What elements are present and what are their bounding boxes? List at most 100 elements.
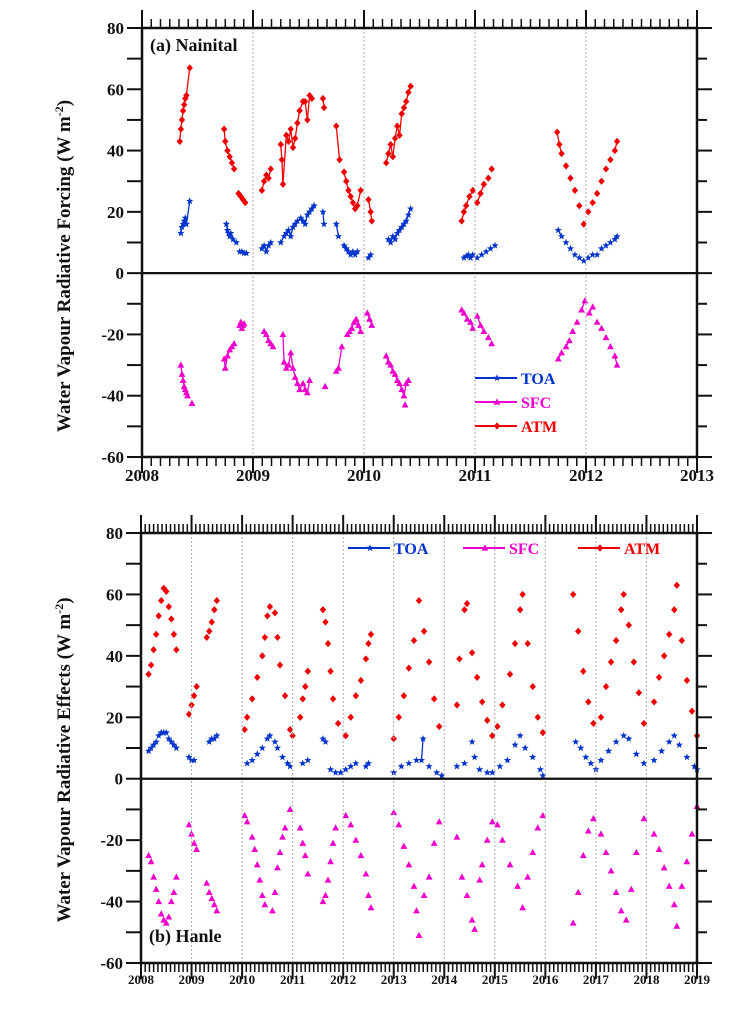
data-point-toa xyxy=(226,232,234,240)
data-point-atm xyxy=(322,618,329,626)
data-point-sfc xyxy=(617,907,625,914)
data-point-atm xyxy=(580,667,587,675)
legend-label: TOA xyxy=(394,541,429,558)
data-point-toa xyxy=(181,214,189,222)
data-point-sfc xyxy=(167,897,175,905)
data-point-atm xyxy=(327,667,334,675)
data-point-toa xyxy=(264,241,273,249)
data-point-toa xyxy=(344,247,353,255)
data-point-sfc xyxy=(579,851,587,859)
data-point-sfc xyxy=(584,827,592,834)
data-point-atm xyxy=(177,125,185,133)
x-tick-label: 2018 xyxy=(633,972,660,987)
data-point-toa xyxy=(488,768,496,776)
data-point-sfc xyxy=(170,888,178,895)
data-point-atm xyxy=(461,606,468,614)
data-point-atm xyxy=(425,658,433,666)
data-point-toa xyxy=(612,738,620,745)
legend-item-atm: ATM xyxy=(475,419,557,436)
data-point-toa xyxy=(575,254,583,261)
x-tick-label: 2010 xyxy=(347,466,381,485)
data-point-toa xyxy=(320,220,328,228)
data-point-toa xyxy=(387,238,395,246)
data-point-atm xyxy=(258,186,266,195)
data-point-atm xyxy=(345,186,352,195)
data-connector xyxy=(337,346,343,369)
data-point-atm xyxy=(402,97,410,106)
data-point-toa xyxy=(227,229,235,237)
data-point-sfc xyxy=(480,327,488,334)
data-point-atm xyxy=(299,695,306,703)
data-point-sfc xyxy=(405,376,412,383)
data-point-sfc xyxy=(565,336,573,344)
data-point-atm xyxy=(488,165,495,173)
data-point-atm xyxy=(598,177,605,185)
data-point-sfc xyxy=(484,333,492,341)
data-point-toa xyxy=(319,735,327,742)
data-point-atm xyxy=(368,217,375,225)
data-point-toa xyxy=(407,205,415,212)
data-point-sfc xyxy=(299,379,307,387)
series-sfc xyxy=(177,297,621,408)
data-point-atm xyxy=(289,143,297,152)
data-point-sfc xyxy=(150,873,158,880)
data-point-atm xyxy=(354,202,361,210)
x-tick-label: 2019 xyxy=(684,972,711,987)
data-point-toa xyxy=(536,765,544,773)
data-point-sfc xyxy=(279,330,287,338)
data-point-atm xyxy=(494,722,501,731)
data-point-toa xyxy=(213,731,221,739)
panel-b-axes: -60 -40 -20 0 20 40 60 80 2008 2009 2010 2011 2012 20… xyxy=(100,515,712,987)
data-point-sfc xyxy=(569,327,577,334)
x-tick-label: 2012 xyxy=(569,466,603,485)
data-point-sfc xyxy=(670,901,678,908)
data-point-toa xyxy=(266,731,274,739)
data-point-atm xyxy=(190,692,198,700)
data-point-atm xyxy=(271,609,279,617)
data-point-sfc xyxy=(387,361,395,368)
data-point-toa xyxy=(658,747,666,755)
data-point-atm xyxy=(571,186,579,195)
data-point-atm xyxy=(241,725,248,734)
data-point-sfc xyxy=(467,318,474,325)
data-point-toa xyxy=(364,254,373,261)
data-point-toa xyxy=(349,247,357,255)
data-point-toa xyxy=(291,220,299,228)
data-point-atm xyxy=(304,667,311,675)
data-point-sfc xyxy=(243,818,251,825)
data-point-atm xyxy=(186,64,193,72)
data-point-atm xyxy=(405,664,413,672)
data-point-sfc xyxy=(188,399,196,406)
data-point-toa xyxy=(263,735,271,742)
data-point-atm xyxy=(480,180,488,188)
data-point-atm xyxy=(420,627,428,635)
data-point-atm xyxy=(385,150,392,158)
data-point-toa xyxy=(187,756,196,764)
data-point-toa xyxy=(597,756,605,764)
data-point-sfc xyxy=(172,873,180,880)
data-point-atm xyxy=(589,199,596,207)
data-point-toa xyxy=(566,244,575,252)
data-point-toa xyxy=(210,735,218,742)
data-point-sfc xyxy=(678,882,686,889)
data-point-toa xyxy=(310,201,318,209)
data-point-toa xyxy=(321,738,330,745)
data-point-atm xyxy=(673,581,680,589)
y-tick-label: 40 xyxy=(106,647,123,666)
data-point-atm xyxy=(304,116,311,124)
data-point-sfc xyxy=(258,891,266,899)
data-point-toa xyxy=(287,232,295,240)
data-point-atm xyxy=(529,682,536,691)
x-tick-label: 2013 xyxy=(680,466,714,485)
data-point-sfc xyxy=(396,379,403,387)
data-point-toa xyxy=(402,217,410,225)
data-point-atm xyxy=(180,101,188,109)
panel-a-label: (a) Nainital xyxy=(150,35,238,56)
y-tick-label: 20 xyxy=(107,203,124,222)
data-point-sfc xyxy=(329,839,337,846)
data-point-atm xyxy=(302,682,309,691)
data-point-sfc xyxy=(177,361,185,368)
data-point-toa xyxy=(670,731,678,739)
data-point-sfc xyxy=(322,891,329,899)
data-point-sfc xyxy=(352,836,360,843)
